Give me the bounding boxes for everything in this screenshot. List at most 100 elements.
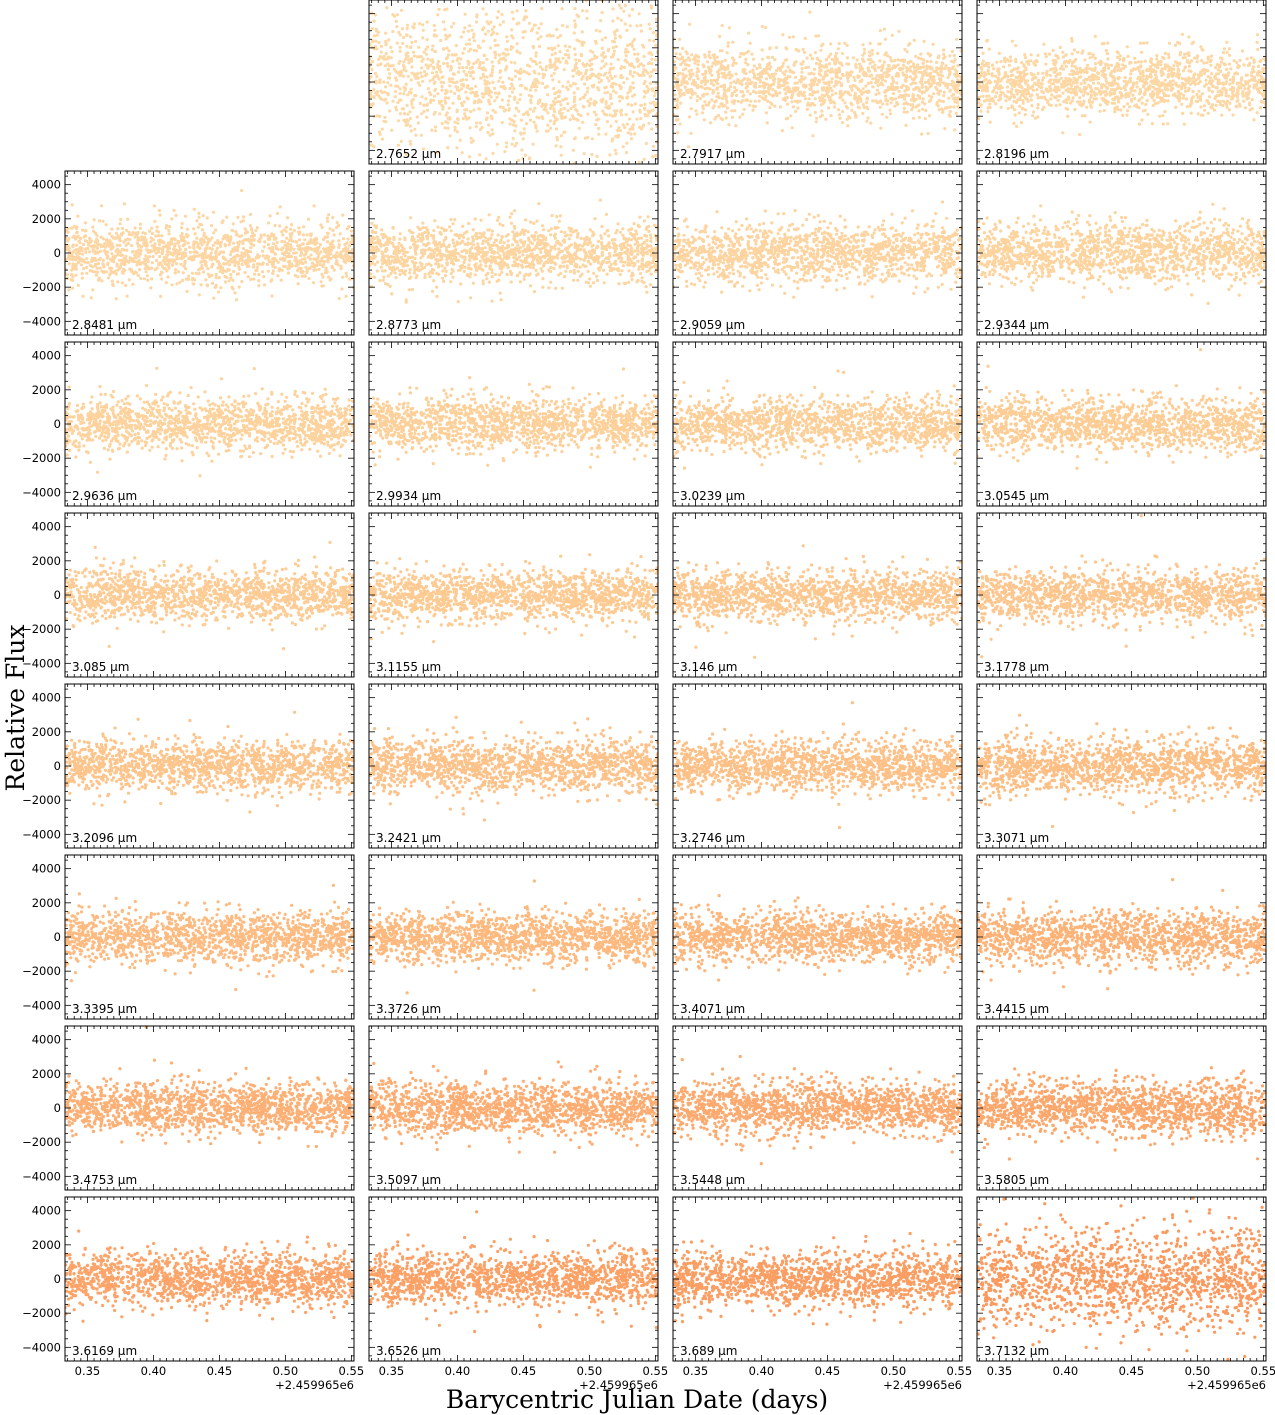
data-point — [502, 109, 506, 113]
data-point — [537, 99, 541, 103]
data-point — [1088, 67, 1092, 71]
data-point — [546, 129, 550, 133]
data-point — [505, 35, 509, 39]
data-point — [569, 107, 573, 111]
data-point — [296, 275, 300, 279]
data-point — [1072, 76, 1076, 80]
data-point — [445, 61, 449, 66]
data-point — [802, 90, 806, 94]
data-point — [681, 72, 685, 76]
data-point — [1035, 93, 1039, 97]
data-point — [845, 56, 850, 60]
data-point — [429, 93, 433, 97]
data-point — [1125, 45, 1129, 49]
data-point — [1174, 105, 1178, 109]
data-point — [677, 91, 682, 95]
data-point — [693, 55, 697, 59]
data-point — [1058, 45, 1062, 50]
data-point — [1128, 105, 1132, 109]
data-point — [462, 30, 466, 34]
data-point — [1156, 83, 1160, 87]
data-point — [948, 67, 952, 71]
data-point — [528, 107, 532, 111]
data-point — [422, 50, 426, 54]
data-point — [598, 29, 602, 33]
data-point — [556, 95, 560, 99]
data-point — [948, 109, 952, 114]
data-point — [830, 89, 834, 93]
data-point — [785, 96, 789, 100]
data-point — [980, 70, 984, 74]
data-point — [878, 29, 882, 33]
data-point — [784, 46, 788, 50]
data-point — [991, 90, 995, 94]
data-point — [1210, 106, 1214, 110]
data-point — [410, 65, 414, 69]
data-point — [1091, 75, 1095, 79]
data-point — [1155, 57, 1159, 61]
data-point — [259, 235, 263, 240]
data-point — [408, 110, 412, 114]
data-point — [463, 26, 467, 30]
panel-2.7917: 2.7917 μm — [672, 0, 963, 165]
data-point — [874, 92, 878, 96]
data-point — [635, 59, 640, 64]
data-point — [1144, 80, 1148, 84]
data-point — [806, 103, 810, 107]
data-point — [742, 52, 746, 56]
data-point — [319, 280, 323, 284]
data-point — [370, 11, 374, 15]
data-point — [1025, 60, 1029, 64]
data-point — [945, 106, 949, 110]
data-point — [584, 72, 588, 76]
data-point — [481, 7, 485, 11]
data-point — [613, 36, 618, 40]
data-point — [621, 123, 625, 127]
data-point — [548, 58, 552, 62]
data-point — [1076, 70, 1080, 74]
panel-2.7652: 2.7652 μm — [368, 0, 659, 165]
data-point — [837, 42, 841, 46]
data-point — [643, 102, 647, 106]
data-point — [529, 98, 533, 102]
data-point — [557, 57, 561, 61]
data-point — [752, 64, 757, 68]
data-point — [557, 89, 561, 93]
data-point — [1161, 55, 1165, 60]
data-point — [878, 105, 882, 109]
data-point — [787, 88, 791, 93]
data-point — [621, 145, 625, 149]
data-point — [227, 263, 231, 267]
data-point — [604, 62, 608, 66]
data-point — [578, 97, 583, 101]
data-point — [988, 105, 992, 110]
data-point — [594, 100, 598, 105]
data-point — [1166, 94, 1171, 98]
data-point — [812, 80, 817, 84]
data-point — [1218, 63, 1222, 67]
data-point — [561, 56, 565, 60]
data-point — [847, 115, 851, 119]
data-point — [1007, 97, 1012, 101]
data-point — [430, 71, 434, 75]
data-point — [512, 87, 516, 91]
data-point — [1068, 72, 1072, 76]
data-point — [904, 123, 908, 127]
data-point — [936, 56, 940, 60]
data-point — [1059, 67, 1063, 71]
data-point — [768, 106, 772, 110]
data-point — [786, 65, 790, 69]
data-point — [1183, 82, 1187, 86]
data-point — [909, 65, 913, 69]
data-point — [648, 27, 652, 31]
data-point — [1123, 88, 1127, 92]
data-point — [1112, 81, 1117, 85]
data-point — [1192, 80, 1196, 84]
data-point — [830, 93, 835, 97]
data-point — [1262, 84, 1266, 88]
data-point — [1176, 91, 1181, 95]
data-point — [1116, 68, 1120, 72]
data-point — [1080, 114, 1085, 118]
data-point — [624, 150, 629, 155]
data-point — [581, 74, 585, 79]
